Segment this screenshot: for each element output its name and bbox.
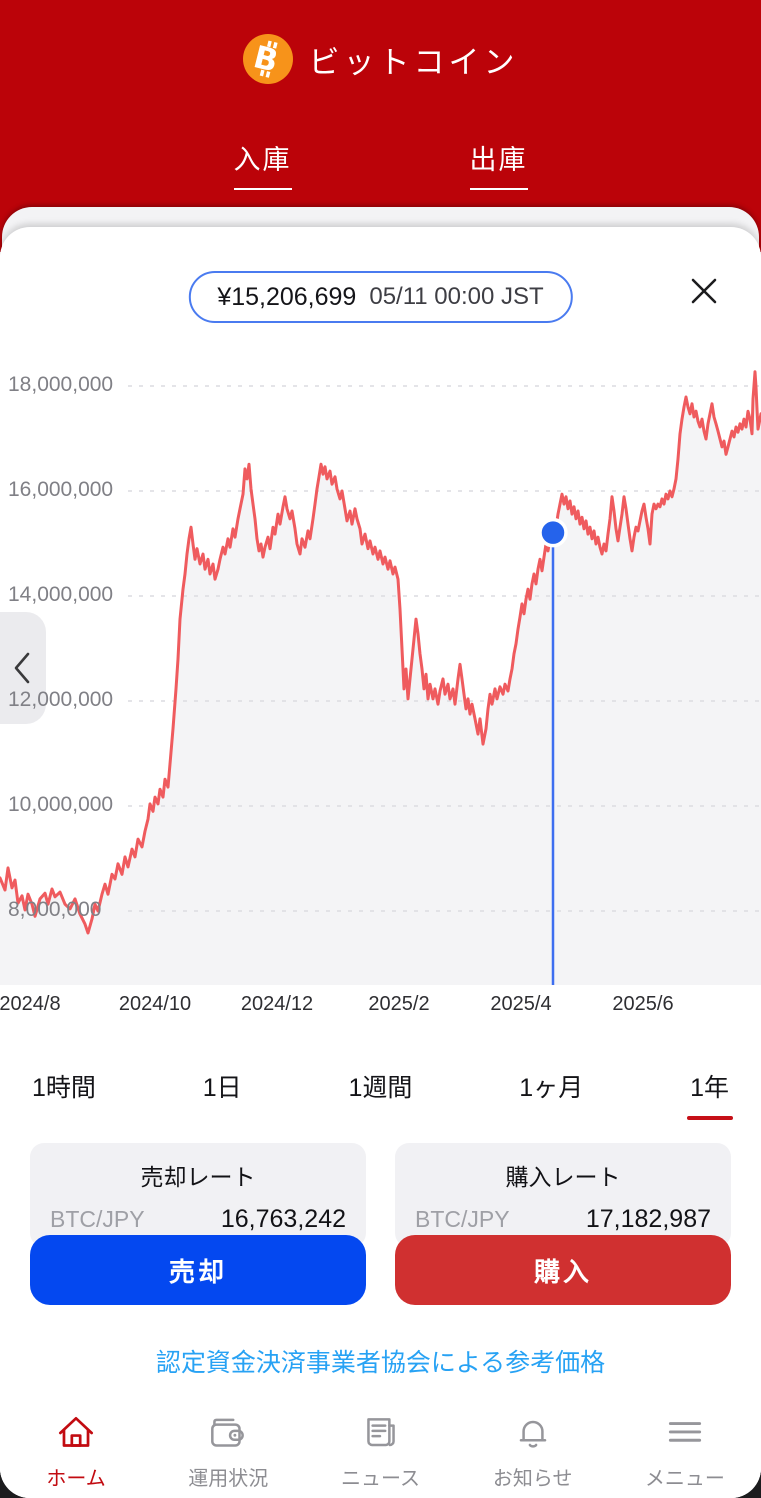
range-tab-2[interactable]: 1週間 [348,1074,413,1102]
bottom-nav: ホーム 運用状況 ニュース [0,1400,761,1498]
sell-rate-title: 売却レート [140,1164,256,1190]
price-tooltip: ¥15,206,699 05/11 00:00 JST [188,271,573,323]
y-tick-label: 16,000,000 [8,478,114,501]
nav-portfolio[interactable]: 運用状況 [152,1400,304,1498]
x-tick-label: 2024/8 [0,993,61,1015]
tab-withdraw[interactable]: 出庫 [469,138,528,190]
close-button[interactable] [681,268,727,314]
sell-rate-pair: BTC/JPY [50,1206,145,1232]
buy-rate-title: 購入レート [505,1164,621,1190]
buy-rate-card: 購入レート BTC/JPY 17,182,987 [395,1143,731,1247]
reference-price-link[interactable]: 認定資金決済事業者協会による参考価格 [155,1349,606,1377]
x-tick-label: 2025/6 [612,993,674,1015]
x-tick-label: 2024/12 [240,993,314,1015]
buy-rate-value: 17,182,987 [585,1205,711,1233]
page-title-text: ビットコイン [308,44,519,80]
bell-icon [519,1420,546,1448]
header-tabs: 入庫 出庫 [0,138,761,190]
chevron-left-icon [14,652,30,684]
price-chart[interactable] [0,365,761,985]
back-chevron-button[interactable] [0,612,46,724]
home-icon [59,1416,94,1447]
nav-home[interactable]: ホーム [0,1400,152,1498]
page-title: B ビットコイン [0,34,761,84]
buy-rate-pair: BTC/JPY [415,1206,510,1232]
sell-button[interactable]: 売却 [30,1235,366,1305]
buy-button[interactable]: 購入 [395,1235,731,1305]
nav-news[interactable]: ニュース [304,1400,456,1498]
x-tick-label: 2024/10 [118,993,192,1015]
range-tab-4[interactable]: 1年 [688,1062,731,1120]
y-tick-label: 12,000,000 [8,688,114,711]
wallet-icon [211,1418,245,1447]
close-icon [691,278,717,304]
y-tick-label: 18,000,000 [8,373,114,396]
nav-news-label: ニュース [341,1468,420,1490]
range-tab-1[interactable]: 1日 [202,1074,242,1102]
tooltip-time: 05/11 00:00 JST [369,283,544,310]
y-tick-label: 14,000,000 [8,583,114,606]
bitcoin-icon: B [242,34,293,84]
nav-notifications[interactable]: お知らせ [457,1400,609,1498]
nav-menu[interactable]: メニュー [609,1400,761,1498]
range-tab-3[interactable]: 1ヶ月 [519,1074,584,1102]
nav-notifications-label: お知らせ [492,1468,573,1490]
sell-rate-value: 16,763,242 [220,1205,346,1233]
news-icon [366,1418,395,1447]
x-tick-label: 2025/4 [490,993,552,1015]
nav-menu-label: メニュー [644,1468,725,1490]
nav-portfolio-label: 運用状況 [188,1468,269,1490]
nav-home-label: ホーム [46,1468,106,1490]
menu-icon [668,1422,702,1442]
y-tick-label: 10,000,000 [8,793,114,816]
range-tab-0[interactable]: 1時間 [32,1074,96,1102]
tab-deposit[interactable]: 入庫 [233,138,292,190]
y-tick-label: 8,000,000 [8,898,102,921]
sell-rate-card: 売却レート BTC/JPY 16,763,242 [30,1143,366,1247]
tooltip-price: ¥15,206,699 [217,282,357,311]
range-tab-bar: 1時間 1日 1週間 1ヶ月 1年 [30,1062,731,1120]
x-tick-label: 2025/2 [368,993,430,1015]
